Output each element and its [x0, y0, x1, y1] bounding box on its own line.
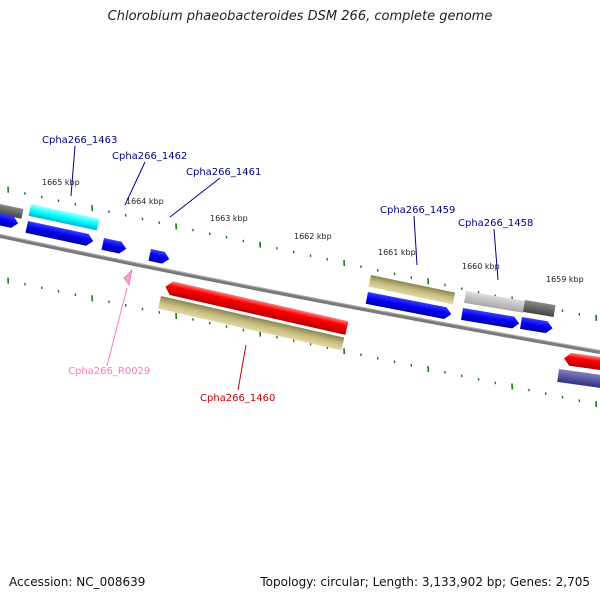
arrow-cpha266-1462-b — [101, 238, 127, 254]
leader-cpha266-r0029 — [106, 287, 128, 367]
feature-upper-left-dark — [0, 201, 24, 219]
arrow-upper-edge — [0, 212, 19, 228]
label-cpha266-r0029[interactable]: Cpha266_R0029 — [68, 366, 150, 377]
leader-cpha266-1459 — [413, 215, 418, 266]
topology-text: Topology: circular; Length: 3,133,902 bp… — [260, 575, 590, 589]
label-cpha266-1463[interactable]: Cpha266_1463 — [42, 135, 117, 146]
feature-right-dark — [523, 300, 556, 317]
leader-cpha266-1460 — [237, 344, 247, 391]
scale-label-1664: 1664 kbp — [126, 197, 164, 206]
arrow-cpha266-1462-a — [25, 221, 94, 246]
label-cpha266-1461[interactable]: Cpha266_1461 — [186, 167, 261, 178]
scale-label-1660: 1660 kbp — [462, 262, 500, 271]
accession-text: Accession: NC_008639 — [9, 575, 146, 589]
leader-cpha266-1461 — [169, 177, 221, 218]
feature-cpha266-r0029 — [123, 269, 133, 286]
feature-cpha266-1458 — [464, 291, 526, 313]
leader-cpha266-1463 — [70, 145, 76, 197]
arrow-cpha266-1461 — [148, 249, 170, 264]
leader-cpha266-1462 — [124, 161, 146, 206]
feature-cpha266-1460 — [165, 281, 349, 335]
scale-label-1661: 1661 kbp — [378, 248, 416, 257]
arrow-right-a — [461, 308, 520, 329]
scale-label-1659: 1659 kbp — [546, 275, 584, 284]
label-cpha266-1459[interactable]: Cpha266_1459 — [380, 205, 455, 216]
feature-lower-right-navy — [557, 369, 600, 391]
scale-label-1663: 1663 kbp — [210, 214, 248, 223]
label-cpha266-1462[interactable]: Cpha266_1462 — [112, 151, 187, 162]
arrow-mid-right — [365, 292, 452, 320]
feature-lower-right-red — [564, 352, 600, 374]
feature-cpha266-1459 — [368, 275, 456, 305]
feature-cpha266-1463 — [28, 204, 100, 231]
scale-label-1662: 1662 kbp — [294, 232, 332, 241]
genome-backbone — [0, 234, 600, 354]
feature-lower-olive — [158, 296, 345, 351]
map-title: Chlorobium phaeobacteroides DSM 266, com… — [107, 9, 493, 24]
arrow-right-b — [520, 317, 553, 334]
upper-tick-row — [7, 186, 598, 321]
label-cpha266-1458[interactable]: Cpha266_1458 — [458, 218, 533, 229]
lower-tick-row — [7, 277, 598, 408]
leader-cpha266-1458 — [493, 228, 499, 281]
label-cpha266-1460[interactable]: Cpha266_1460 — [200, 393, 275, 404]
scale-label-1665: 1665 kbp — [42, 178, 80, 187]
